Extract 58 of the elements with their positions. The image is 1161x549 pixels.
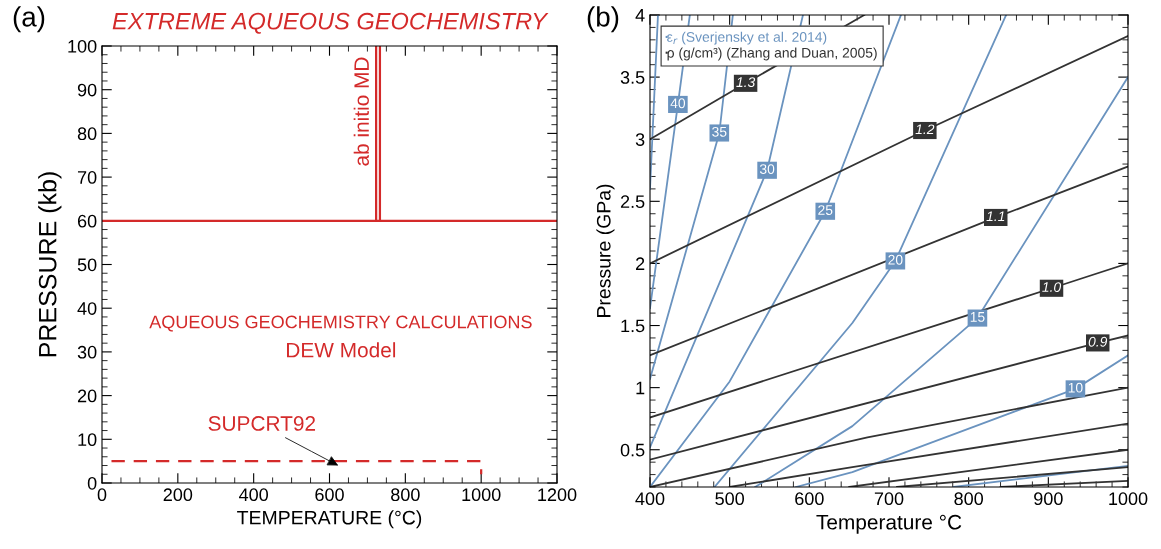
annotation: AQUEOUS GEOCHEMISTRY CALCULATIONS — [149, 315, 532, 332]
annotation: 1.3 — [736, 77, 756, 88]
y-tick-label: 70 — [77, 171, 97, 184]
text: ab initio MD — [353, 57, 369, 166]
x-tick-label: 800 — [954, 492, 984, 506]
y-tick-label: 4 — [635, 9, 645, 22]
x-tick-label: 500 — [715, 492, 745, 506]
y-tick-label: 3.5 — [620, 71, 645, 84]
annotation: 1.2 — [915, 124, 935, 135]
y-tick-label: 60 — [77, 214, 97, 228]
x-axis-title: Temperature °C — [816, 514, 962, 534]
x-tick-label: 200 — [163, 488, 193, 502]
y-axis-title: Pressure (GPa) — [596, 184, 615, 317]
y-tick-label: 100 — [68, 39, 97, 53]
x-tick-label: 700 — [874, 492, 904, 506]
annotation: SUPCRT92 — [208, 416, 316, 431]
x-tick-label: 600 — [315, 488, 344, 502]
x-tick-label: 1000 — [1109, 492, 1148, 506]
annotation: 30 — [759, 164, 775, 174]
y-tick-label: 2 — [636, 257, 645, 270]
x-tick-label: 600 — [795, 492, 824, 506]
y-tick-label: 3 — [635, 133, 645, 146]
y-tick-label: 0 — [87, 476, 97, 490]
y-tick-label: 1.5 — [621, 319, 645, 333]
y-tick-label: 2.5 — [620, 195, 645, 209]
legend-label: ρ (g/cm³) (Zhang and Duan, 2005) — [667, 47, 877, 61]
annotation: 0.9 — [1088, 336, 1108, 347]
x-axis-title: TEMPERATURE (°C) — [237, 510, 422, 529]
y-tick-label: 30 — [77, 345, 97, 359]
y-tick-label: 90 — [77, 83, 97, 97]
chart-subtitle: (a) — [13, 6, 45, 33]
annotation: 1.1 — [986, 211, 1005, 222]
y-tick-label: 10 — [78, 433, 97, 447]
x-tick-label: 400 — [635, 492, 665, 506]
annotation: 35 — [712, 126, 727, 137]
annotation: 40 — [670, 98, 686, 109]
chart-title: EXTREME AQUEOUS GEOCHEMISTRY — [112, 12, 549, 34]
x-tick-label: 800 — [391, 488, 420, 502]
legend-label: ε$_{r}$ (Sverjensky et al. 2014) — [667, 31, 827, 45]
y-tick-label: 50 — [77, 258, 97, 272]
x-tick-label: 1000 — [462, 488, 501, 502]
x-tick-label: 900 — [1034, 492, 1063, 506]
annotation: 1.0 — [1042, 282, 1062, 292]
y-tick-label: 0.5 — [620, 443, 645, 457]
y-tick-label: 40 — [77, 302, 97, 315]
annotation: 25 — [818, 205, 833, 215]
x-tick-label: 400 — [239, 488, 269, 502]
annotation: 15 — [970, 312, 985, 322]
x-tick-label: 0 — [97, 488, 107, 502]
chart-subtitle: (b) — [587, 6, 619, 33]
y-tick-label: 80 — [77, 127, 97, 141]
annotation: 20 — [888, 254, 903, 265]
x-tick-label: 1200 — [538, 488, 577, 502]
y-tick-label: 1 — [636, 381, 645, 395]
y-tick-label: 20 — [77, 389, 97, 403]
annotation: DEW Model — [287, 342, 396, 358]
y-axis-title: PRESSURE (kb) — [38, 172, 62, 357]
annotation: 10 — [1068, 382, 1083, 393]
